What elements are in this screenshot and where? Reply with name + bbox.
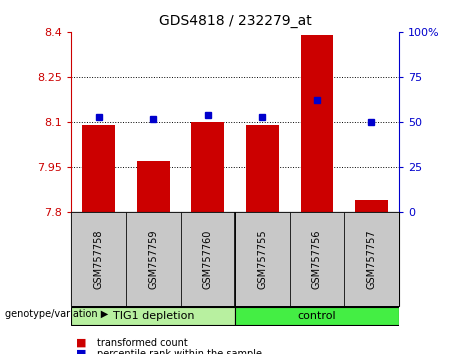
Text: GSM757759: GSM757759 — [148, 229, 158, 289]
Title: GDS4818 / 232279_at: GDS4818 / 232279_at — [159, 14, 312, 28]
Text: genotype/variation ▶: genotype/variation ▶ — [5, 309, 108, 319]
Bar — [235, 212, 290, 306]
Text: ■: ■ — [76, 338, 87, 348]
Text: transformed count: transformed count — [97, 338, 188, 348]
Bar — [235, 307, 399, 325]
Bar — [246, 125, 279, 212]
Text: GSM757758: GSM757758 — [94, 229, 104, 289]
Bar — [71, 212, 126, 306]
Text: percentile rank within the sample: percentile rank within the sample — [97, 349, 262, 354]
Bar — [181, 212, 235, 306]
Bar — [126, 212, 181, 306]
Bar — [301, 35, 333, 212]
Bar — [355, 200, 388, 212]
Text: GSM757755: GSM757755 — [257, 229, 267, 289]
Text: TIG1 depletion: TIG1 depletion — [112, 311, 194, 321]
Bar — [71, 307, 235, 325]
Bar — [137, 161, 170, 212]
Text: GSM757760: GSM757760 — [203, 230, 213, 289]
Text: control: control — [298, 311, 336, 321]
Bar — [191, 122, 224, 212]
Text: ■: ■ — [76, 349, 87, 354]
Bar — [290, 212, 344, 306]
Bar — [83, 125, 115, 212]
Bar — [344, 212, 399, 306]
Text: GSM757756: GSM757756 — [312, 229, 322, 289]
Text: GSM757757: GSM757757 — [366, 229, 377, 289]
